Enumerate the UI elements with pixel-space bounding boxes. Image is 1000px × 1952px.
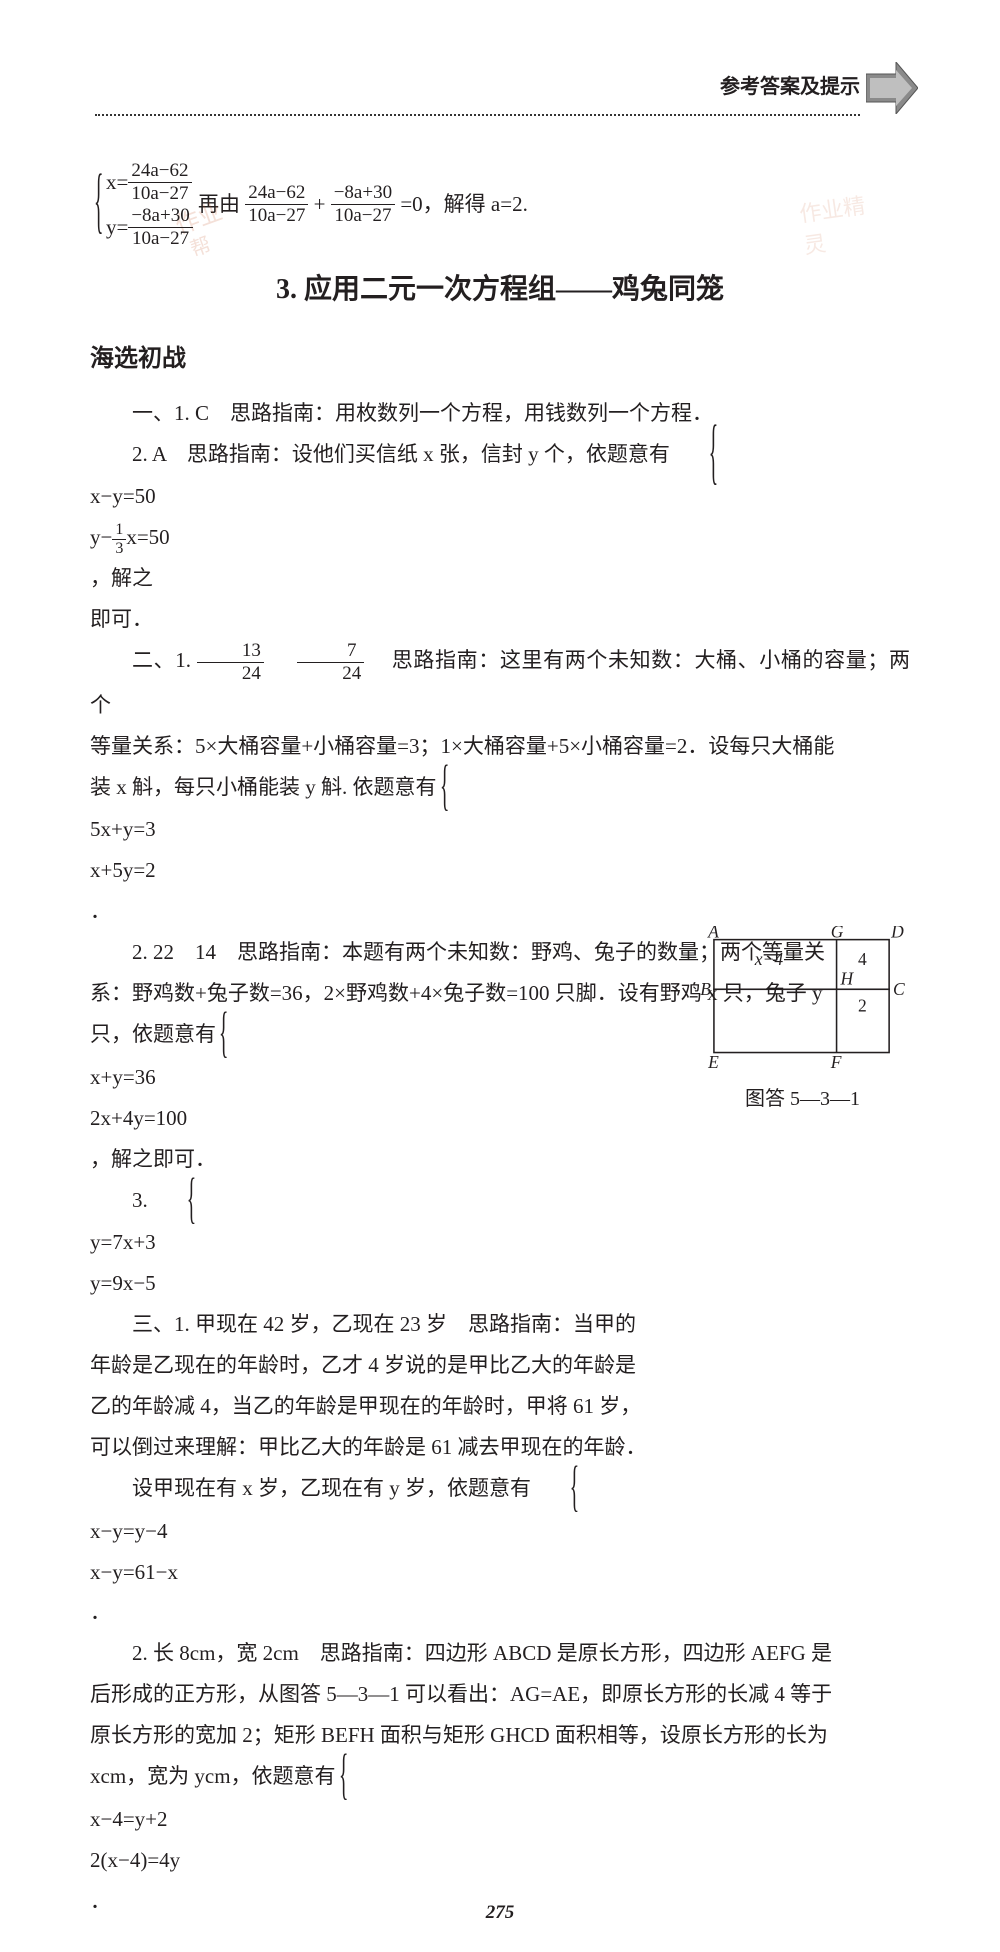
fraction-den: 3 — [112, 540, 126, 558]
answer-text: 乙的年龄减 4，当乙的年龄是甲现在的年龄时，甲将 61 岁， — [90, 1386, 690, 1427]
answer-text: 后形成的正方形，从图答 5—3—1 可以看出：AG=AE，即原长方形的长减 4 … — [90, 1674, 910, 1715]
text: 2. A 思路指南：设他们买信纸 x 张，信封 y 个，依题意有 — [132, 442, 670, 466]
text — [270, 648, 292, 672]
answer-text: 装 x 斛，每只小桶能装 y 斛. 依题意有 — [90, 767, 910, 810]
text: 二、1. — [132, 648, 197, 672]
eq-text: y= — [106, 207, 128, 248]
text: 只，依题意有 — [90, 1022, 216, 1046]
answer-text: 可以倒过来理解：甲比乙大的年龄是 61 减去甲现在的年龄． — [90, 1427, 690, 1468]
eq-text: 再由 — [198, 192, 245, 216]
fraction-den: 10a−27 — [331, 205, 395, 227]
diagram-label: H — [839, 968, 854, 988]
answer-text: 2. 长 8cm，宽 2cm 思路指南：四边形 ABCD 是原长方形，四边形 A… — [90, 1633, 910, 1674]
eq-row: y=9x−5 — [90, 1263, 910, 1304]
fraction-den: 10a−27 — [128, 183, 191, 205]
eq-row: x−y=61−x — [90, 1552, 910, 1593]
fraction-num: 1 — [112, 521, 126, 540]
figure-caption: 图答 5—3—1 — [700, 1082, 905, 1111]
answer-text: 2. A 思路指南：设他们买信纸 x 张，信封 y 个，依题意有 — [90, 434, 910, 477]
answer-text: 三、1. 甲现在 42 岁，乙现在 23 岁 思路指南：当甲的 — [90, 1304, 690, 1345]
fraction-num: 13 — [197, 640, 264, 663]
diagram-cell: 2 — [858, 996, 867, 1016]
figure-5-3-1: A G D B H C E F x−4 4 2 图答 5—3—1 — [700, 926, 905, 1111]
fraction-num: −8a+30 — [331, 182, 395, 205]
text: ． — [90, 1600, 111, 1624]
text: 装 x 斛，每只小桶能装 y 斛. 依题意有 — [90, 775, 437, 799]
diagram-label: F — [830, 1052, 842, 1072]
text: 设甲现在有 x 岁，乙现在有 y 岁，依题意有 — [132, 1476, 531, 1500]
answer-text: 一、1. C 思路指南：用枚数列一个方程，用钱数列一个方程． — [90, 393, 910, 434]
eq-row: y=7x+3 — [90, 1222, 910, 1263]
answer-text: 年龄是乙现在的年龄时，乙才 4 岁说的是甲比乙大的年龄是 — [90, 1345, 690, 1386]
diagram-label: C — [893, 979, 905, 999]
eq-row: x−4=y+2 — [90, 1799, 910, 1840]
answer-text: 二、1. 1324 724 思路指南：这里有两个未知数：大桶、小桶的容量；两个 — [90, 640, 910, 726]
diagram-cell: x−4 — [754, 949, 784, 969]
text: y− — [90, 525, 112, 549]
answer-text: 3. — [90, 1180, 910, 1223]
diagram-label: D — [890, 926, 904, 942]
header-divider — [95, 114, 860, 116]
eq-row: x−y=50 — [90, 476, 910, 517]
text: ，解之 — [90, 566, 153, 590]
fraction-den: 24 — [297, 663, 364, 685]
text: x=50 — [126, 525, 169, 549]
fraction-num: 24a−62 — [245, 182, 308, 205]
answer-text: xcm，宽为 ycm，依题意有 — [90, 1756, 910, 1799]
section-title: 3. 应用二元一次方程组——鸡兔同笼 — [90, 263, 910, 318]
text: ． — [90, 899, 111, 923]
fraction-num: −8a+30 — [128, 205, 192, 228]
header-label: 参考答案及提示 — [720, 70, 860, 99]
eq-row: 5x+y=3 — [90, 809, 910, 850]
fraction-den: 24 — [197, 663, 264, 685]
fraction-den: 10a−27 — [128, 228, 192, 250]
diagram-label: E — [707, 1052, 719, 1072]
diagram-label: G — [831, 926, 844, 942]
diagram-cell: 4 — [858, 949, 867, 969]
arrow-decoration-icon — [866, 62, 918, 114]
eq-row: x+5y=2 — [90, 850, 910, 891]
text: xcm，宽为 ycm，依题意有 — [90, 1764, 336, 1788]
answer-text: 即可． — [90, 599, 910, 640]
fraction-num: 24a−62 — [128, 160, 191, 183]
eq-text: =0，解得 a=2. — [400, 192, 528, 216]
diagram-label: A — [707, 926, 719, 942]
fraction-num: 7 — [297, 640, 364, 663]
text: ，解之即可． — [90, 1147, 216, 1171]
eq-row: 2(x−4)=4y — [90, 1840, 910, 1881]
answer-text: 等量关系：5×大桶容量+小桶容量=3；1×大桶容量+5×小桶容量=2．设每只大桶… — [90, 726, 910, 767]
eq-row: x−y=y−4 — [90, 1511, 910, 1552]
eq-text: + — [314, 192, 331, 216]
text: 3. — [132, 1188, 153, 1212]
intro-equation: x= 24a−6210a−27 y= −8a+3010a−27 再由 24a−6… — [90, 160, 910, 249]
eq-text: x= — [106, 162, 128, 203]
page-number: 275 — [0, 1902, 1000, 1924]
diagram-label: B — [700, 979, 711, 999]
fraction-den: 10a−27 — [245, 205, 308, 227]
answer-text: 原长方形的宽加 2；矩形 BEFH 面积与矩形 GHCD 面积相等，设原长方形的… — [90, 1715, 910, 1756]
subheader: 海选初战 — [90, 336, 910, 383]
answer-text: 设甲现在有 x 岁，乙现在有 y 岁，依题意有 — [90, 1468, 910, 1511]
eq-row: y−13x=50 — [90, 517, 910, 558]
